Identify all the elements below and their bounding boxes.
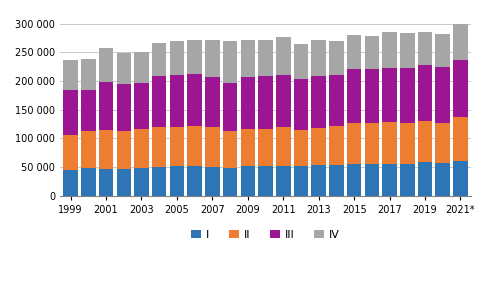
Bar <box>63 90 78 135</box>
Bar <box>382 163 397 196</box>
Bar <box>294 166 308 196</box>
Bar <box>347 35 361 69</box>
Bar <box>311 40 326 76</box>
Bar <box>223 168 237 196</box>
Bar <box>329 41 344 75</box>
Bar <box>205 40 219 78</box>
Bar <box>152 167 166 196</box>
Bar <box>170 127 184 166</box>
Bar <box>311 128 326 165</box>
Bar <box>436 163 450 196</box>
Bar <box>311 165 326 196</box>
Bar <box>99 130 113 169</box>
Bar <box>436 67 450 123</box>
Bar <box>276 127 291 166</box>
Bar <box>365 164 379 196</box>
Bar <box>241 166 255 196</box>
Bar <box>188 40 202 74</box>
Bar <box>258 129 273 166</box>
Bar <box>205 127 219 167</box>
Bar <box>436 34 450 67</box>
Bar <box>170 75 184 127</box>
Bar <box>99 169 113 196</box>
Bar <box>116 169 131 196</box>
Bar <box>347 164 361 196</box>
Bar <box>365 69 379 124</box>
Bar <box>294 130 308 166</box>
Bar <box>418 120 432 162</box>
Bar <box>276 166 291 196</box>
Bar <box>365 124 379 164</box>
Bar <box>152 43 166 76</box>
Bar <box>152 127 166 167</box>
Bar <box>170 166 184 196</box>
Bar <box>258 76 273 129</box>
Bar <box>223 131 237 168</box>
Bar <box>382 32 397 68</box>
Bar <box>400 68 414 123</box>
Bar <box>205 78 219 127</box>
Bar <box>453 161 468 196</box>
Bar <box>329 75 344 126</box>
Bar <box>258 166 273 196</box>
Bar <box>329 126 344 165</box>
Bar <box>453 60 468 117</box>
Bar <box>453 117 468 161</box>
Bar <box>134 168 149 196</box>
Bar <box>223 41 237 83</box>
Bar <box>170 41 184 75</box>
Bar <box>258 40 273 76</box>
Bar <box>81 59 96 89</box>
Bar <box>436 123 450 163</box>
Bar <box>400 33 414 68</box>
Legend: I, II, III, IV: I, II, III, IV <box>187 225 344 244</box>
Bar <box>276 75 291 127</box>
Bar <box>116 84 131 131</box>
Bar <box>99 82 113 130</box>
Bar <box>188 126 202 166</box>
Bar <box>329 165 344 196</box>
Bar <box>347 69 361 124</box>
Bar <box>418 162 432 196</box>
Bar <box>99 48 113 82</box>
Bar <box>365 36 379 69</box>
Bar <box>205 167 219 196</box>
Bar <box>241 77 255 129</box>
Bar <box>188 166 202 196</box>
Bar <box>382 68 397 122</box>
Bar <box>241 40 255 77</box>
Bar <box>63 60 78 90</box>
Bar <box>418 65 432 120</box>
Bar <box>116 131 131 169</box>
Bar <box>81 168 96 196</box>
Bar <box>223 83 237 131</box>
Bar <box>382 122 397 163</box>
Bar <box>400 123 414 163</box>
Bar <box>81 89 96 131</box>
Bar <box>276 37 291 75</box>
Bar <box>134 52 149 83</box>
Bar <box>453 24 468 60</box>
Bar <box>63 170 78 196</box>
Bar <box>241 129 255 166</box>
Bar <box>311 76 326 128</box>
Bar <box>294 44 308 79</box>
Bar <box>63 135 78 170</box>
Bar <box>400 163 414 196</box>
Bar <box>347 124 361 164</box>
Bar <box>134 83 149 129</box>
Bar <box>152 76 166 127</box>
Bar <box>294 79 308 130</box>
Bar <box>134 129 149 168</box>
Bar <box>116 53 131 84</box>
Bar <box>418 32 432 65</box>
Bar <box>81 131 96 168</box>
Bar <box>188 74 202 126</box>
